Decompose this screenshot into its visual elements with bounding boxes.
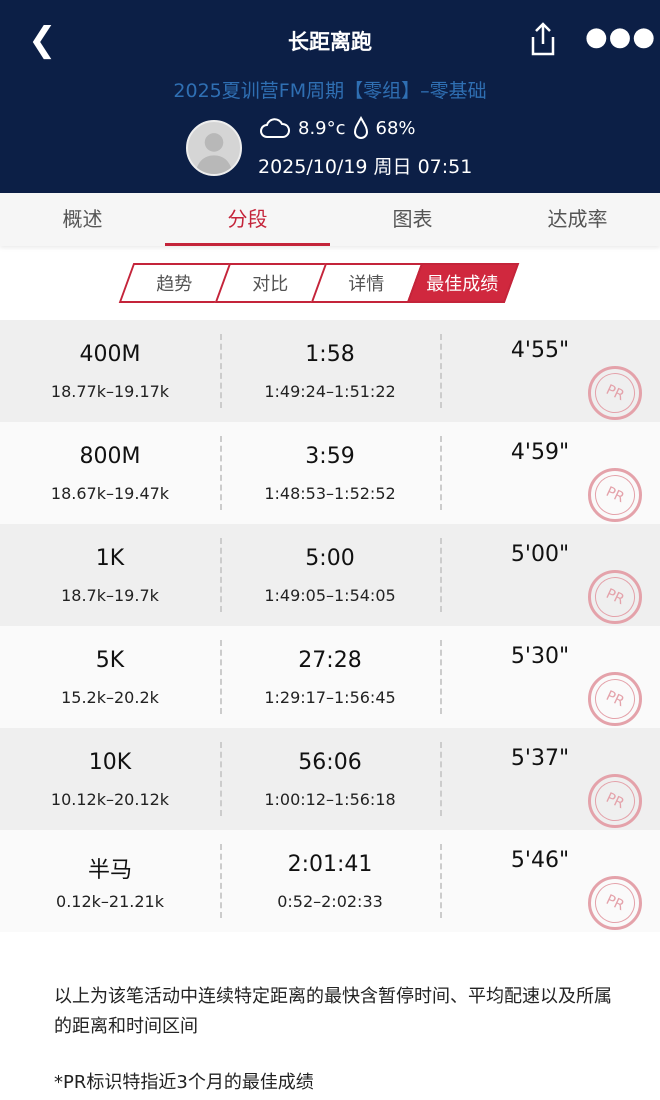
best-time: 3:59 bbox=[305, 444, 355, 469]
best-records-list: 400M 18.77k–19.17k 1:58 1:49:24–1:51:22 … bbox=[0, 320, 660, 932]
note-pr: *PR标识特指近3个月的最佳成绩 bbox=[54, 1072, 314, 1093]
subtab-trend[interactable]: 趋势 bbox=[118, 263, 232, 303]
best-time: 27:28 bbox=[298, 648, 362, 673]
divider bbox=[220, 640, 222, 714]
tab-overview[interactable]: 概述 bbox=[62, 207, 103, 231]
header: ❮ 长距离跑 ●●● 2025夏训营FM周期【零组】–零基础 8.9°c 68%… bbox=[0, 0, 660, 193]
divider bbox=[440, 742, 442, 816]
pr-badge-icon: PR bbox=[588, 570, 642, 624]
distance-range: 15.2k–20.2k bbox=[61, 688, 159, 707]
pr-label: PR bbox=[588, 366, 642, 420]
subtab-details[interactable]: 详情 bbox=[310, 263, 424, 303]
distance: 400M bbox=[79, 342, 141, 367]
distance-range: 18.67k–19.47k bbox=[50, 484, 170, 503]
divider bbox=[440, 640, 442, 714]
tab-charts[interactable]: 图表 bbox=[392, 207, 433, 231]
best-time: 2:01:41 bbox=[287, 852, 373, 877]
pace: 4'59" bbox=[510, 440, 570, 465]
subtab-label: 对比 bbox=[252, 274, 289, 295]
tab-splits[interactable]: 分段 bbox=[165, 193, 330, 246]
pace: 5'30" bbox=[510, 644, 570, 669]
pr-badge-icon: PR bbox=[588, 366, 642, 420]
divider bbox=[440, 436, 442, 510]
best-time: 5:00 bbox=[305, 546, 355, 571]
back-icon[interactable]: ❮ bbox=[28, 20, 57, 60]
pr-badge-icon: PR bbox=[588, 774, 642, 828]
distance: 800M bbox=[79, 444, 141, 469]
subtab-compare[interactable]: 对比 bbox=[214, 263, 328, 303]
distance-range: 18.77k–19.17k bbox=[50, 382, 170, 401]
subtab-control: 趋势 对比 详情 最佳成绩 bbox=[118, 263, 520, 303]
divider bbox=[220, 742, 222, 816]
pr-label: PR bbox=[588, 570, 642, 624]
pr-label: PR bbox=[588, 468, 642, 522]
time-range: 1:29:17–1:56:45 bbox=[264, 688, 396, 707]
pr-label: PR bbox=[588, 774, 642, 828]
record-row[interactable]: 5K 15.2k–20.2k 27:28 1:29:17–1:56:45 5'3… bbox=[0, 626, 660, 728]
weather: 8.9°c 68% bbox=[258, 116, 416, 140]
pr-badge-icon: PR bbox=[588, 876, 642, 930]
distance: 5K bbox=[95, 648, 125, 673]
distance-range: 0.12k–21.21k bbox=[56, 892, 164, 911]
activity-datetime: 2025/10/19 周日 07:51 bbox=[258, 156, 473, 178]
time-range: 1:48:53–1:52:52 bbox=[264, 484, 396, 503]
pace: 5'46" bbox=[510, 848, 570, 873]
distance-range: 18.7k–19.7k bbox=[61, 586, 159, 605]
divider bbox=[220, 334, 222, 408]
pr-label: PR bbox=[588, 672, 642, 726]
record-row[interactable]: 10K 10.12k–20.12k 56:06 1:00:12–1:56:18 … bbox=[0, 728, 660, 830]
more-icon[interactable]: ●●● bbox=[585, 22, 657, 52]
page-title: 长距离跑 bbox=[288, 30, 372, 54]
time-range: 1:00:12–1:56:18 bbox=[264, 790, 396, 809]
pace: 4'55" bbox=[510, 338, 570, 363]
tab-achievement[interactable]: 达成率 bbox=[547, 207, 608, 231]
distance: 半马 bbox=[87, 858, 132, 883]
distance-range: 10.12k–20.12k bbox=[50, 790, 170, 809]
divider bbox=[440, 334, 442, 408]
pr-badge-icon: PR bbox=[588, 672, 642, 726]
subtab-label: 趋势 bbox=[156, 274, 193, 295]
pace: 5'37" bbox=[510, 746, 570, 771]
time-range: 1:49:05–1:54:05 bbox=[264, 586, 396, 605]
divider bbox=[440, 844, 442, 918]
pr-badge-icon: PR bbox=[588, 468, 642, 522]
camp-name: 2025夏训营FM周期【零组】–零基础 bbox=[173, 80, 487, 102]
best-time: 1:58 bbox=[305, 342, 355, 367]
pace: 5'00" bbox=[510, 542, 570, 567]
humidity-icon bbox=[353, 116, 368, 139]
record-row[interactable]: 400M 18.77k–19.17k 1:58 1:49:24–1:51:22 … bbox=[0, 320, 660, 422]
record-row[interactable]: 1K 18.7k–19.7k 5:00 1:49:05–1:54:05 5'00… bbox=[0, 524, 660, 626]
note-description: 以上为该笔活动中连续特定距离的最快含暂停时间、平均配速以及所属的距离和时间区间 bbox=[54, 986, 612, 1037]
divider bbox=[220, 538, 222, 612]
divider bbox=[220, 436, 222, 510]
subtab-label: 最佳成绩 bbox=[426, 274, 499, 295]
distance: 10K bbox=[88, 750, 132, 775]
record-row[interactable]: 800M 18.67k–19.47k 3:59 1:48:53–1:52:52 … bbox=[0, 422, 660, 524]
time-range: 1:49:24–1:51:22 bbox=[264, 382, 396, 401]
cloud-icon bbox=[260, 118, 290, 138]
temperature: 8.9°c bbox=[298, 117, 346, 139]
divider bbox=[220, 844, 222, 918]
record-row[interactable]: 半马 0.12k–21.21k 2:01:41 0:52–2:02:33 5'4… bbox=[0, 830, 660, 932]
time-range: 0:52–2:02:33 bbox=[277, 892, 383, 911]
pr-label: PR bbox=[588, 876, 642, 930]
humidity: 68% bbox=[375, 117, 416, 139]
share-icon[interactable] bbox=[528, 22, 558, 56]
distance: 1K bbox=[95, 546, 125, 571]
avatar[interactable] bbox=[186, 120, 242, 176]
best-time: 56:06 bbox=[298, 750, 362, 775]
subtab-best[interactable]: 最佳成绩 bbox=[406, 263, 520, 303]
main-tabs: 概述 分段 图表 达成率 bbox=[0, 193, 660, 246]
subtab-label: 详情 bbox=[348, 274, 385, 295]
divider bbox=[440, 538, 442, 612]
